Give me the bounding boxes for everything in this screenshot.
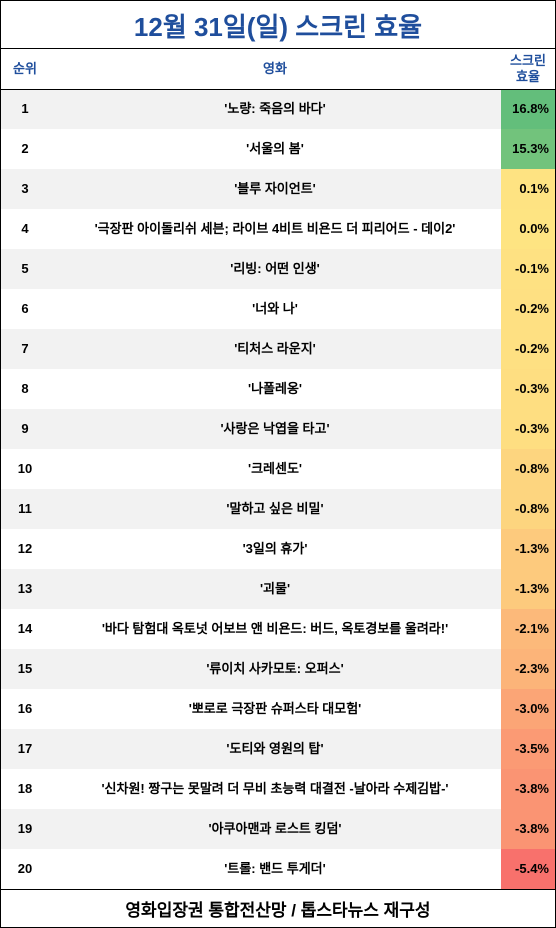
efficiency-cell: -5.4% [501,849,555,889]
footer-source: 영화입장권 통합전산망 / 톱스타뉴스 재구성 [1,889,555,927]
movie-cell: '서울의 봄' [49,129,501,169]
efficiency-cell: -1.3% [501,569,555,609]
table-row: 12'3일의 휴가'-1.3% [1,529,555,569]
table-row: 16'뽀로로 극장판 슈퍼스타 대모험'-3.0% [1,689,555,729]
movie-cell: '신차원! 짱구는 못말려 더 무비 초능력 대결전 -날아라 수제김밥-' [49,769,501,809]
movie-cell: '도티와 영원의 탑' [49,729,501,769]
rank-cell: 14 [1,609,49,649]
rank-cell: 1 [1,89,49,129]
rank-cell: 2 [1,129,49,169]
rank-cell: 17 [1,729,49,769]
efficiency-cell: -0.3% [501,409,555,449]
movie-cell: '노량: 죽음의 바다' [49,89,501,129]
table-row: 1'노량: 죽음의 바다'16.8% [1,89,555,129]
table-row: 3'블루 자이언트'0.1% [1,169,555,209]
ranking-table: 순위 영화 스크린 효율 1'노량: 죽음의 바다'16.8%2'서울의 봄'1… [1,49,555,889]
efficiency-cell: -1.3% [501,529,555,569]
efficiency-cell: -2.1% [501,609,555,649]
table-row: 2'서울의 봄'15.3% [1,129,555,169]
movie-cell: '사랑은 낙엽을 타고' [49,409,501,449]
table-row: 14'바다 탐험대 옥토넛 어보브 앤 비욘드: 버드, 옥토경보를 울려라!'… [1,609,555,649]
col-header-movie: 영화 [49,49,501,89]
rank-cell: 7 [1,329,49,369]
movie-cell: '괴물' [49,569,501,609]
efficiency-cell: 15.3% [501,129,555,169]
movie-cell: '뽀로로 극장판 슈퍼스타 대모험' [49,689,501,729]
rank-cell: 8 [1,369,49,409]
ranking-table-container: 12월 31일(일) 스크린 효율 순위 영화 스크린 효율 1'노량: 죽음의… [0,0,556,928]
movie-cell: '말하고 싶은 비밀' [49,489,501,529]
table-row: 19'아쿠아맨과 로스트 킹덤'-3.8% [1,809,555,849]
rank-cell: 4 [1,209,49,249]
page-title: 12월 31일(일) 스크린 효율 [1,1,555,49]
efficiency-cell: -2.3% [501,649,555,689]
table-row: 18'신차원! 짱구는 못말려 더 무비 초능력 대결전 -날아라 수제김밥-'… [1,769,555,809]
rank-cell: 20 [1,849,49,889]
movie-cell: '바다 탐험대 옥토넛 어보브 앤 비욘드: 버드, 옥토경보를 울려라!' [49,609,501,649]
efficiency-cell: 16.8% [501,89,555,129]
table-row: 13'괴물'-1.3% [1,569,555,609]
col-header-rank: 순위 [1,49,49,89]
rank-cell: 6 [1,289,49,329]
efficiency-cell: -3.8% [501,769,555,809]
efficiency-cell: -3.8% [501,809,555,849]
efficiency-cell: -0.8% [501,449,555,489]
rank-cell: 3 [1,169,49,209]
col-header-eff-line2: 효율 [516,69,540,84]
table-row: 4'극장판 아이돌리쉬 세븐; 라이브 4비트 비욘드 더 피리어드 - 데이2… [1,209,555,249]
rank-cell: 11 [1,489,49,529]
table-row: 20'트롤: 밴드 투게더'-5.4% [1,849,555,889]
header-row: 순위 영화 스크린 효율 [1,49,555,89]
table-row: 5'리빙: 어떤 인생'-0.1% [1,249,555,289]
efficiency-cell: -0.8% [501,489,555,529]
efficiency-cell: -3.5% [501,729,555,769]
rank-cell: 9 [1,409,49,449]
rank-cell: 10 [1,449,49,489]
movie-cell: '극장판 아이돌리쉬 세븐; 라이브 4비트 비욘드 더 피리어드 - 데이2' [49,209,501,249]
table-row: 9'사랑은 낙엽을 타고'-0.3% [1,409,555,449]
efficiency-cell: -0.2% [501,289,555,329]
rank-cell: 18 [1,769,49,809]
rank-cell: 13 [1,569,49,609]
movie-cell: '아쿠아맨과 로스트 킹덤' [49,809,501,849]
efficiency-cell: -0.2% [501,329,555,369]
rank-cell: 16 [1,689,49,729]
efficiency-cell: 0.0% [501,209,555,249]
col-header-eff-line1: 스크린 [510,53,546,68]
movie-cell: '류이치 사카모토: 오퍼스' [49,649,501,689]
table-row: 15'류이치 사카모토: 오퍼스'-2.3% [1,649,555,689]
movie-cell: '3일의 휴가' [49,529,501,569]
movie-cell: '나폴레옹' [49,369,501,409]
table-row: 8'나폴레옹'-0.3% [1,369,555,409]
efficiency-cell: -0.1% [501,249,555,289]
table-row: 6'너와 나'-0.2% [1,289,555,329]
efficiency-cell: 0.1% [501,169,555,209]
rank-cell: 5 [1,249,49,289]
movie-cell: '크레센도' [49,449,501,489]
movie-cell: '블루 자이언트' [49,169,501,209]
movie-cell: '리빙: 어떤 인생' [49,249,501,289]
col-header-eff: 스크린 효율 [501,49,555,89]
movie-cell: '트롤: 밴드 투게더' [49,849,501,889]
rank-cell: 15 [1,649,49,689]
rank-cell: 12 [1,529,49,569]
movie-cell: '너와 나' [49,289,501,329]
rank-cell: 19 [1,809,49,849]
table-row: 17'도티와 영원의 탑'-3.5% [1,729,555,769]
table-row: 10'크레센도'-0.8% [1,449,555,489]
efficiency-cell: -0.3% [501,369,555,409]
efficiency-cell: -3.0% [501,689,555,729]
table-row: 11'말하고 싶은 비밀'-0.8% [1,489,555,529]
table-row: 7'티처스 라운지'-0.2% [1,329,555,369]
movie-cell: '티처스 라운지' [49,329,501,369]
